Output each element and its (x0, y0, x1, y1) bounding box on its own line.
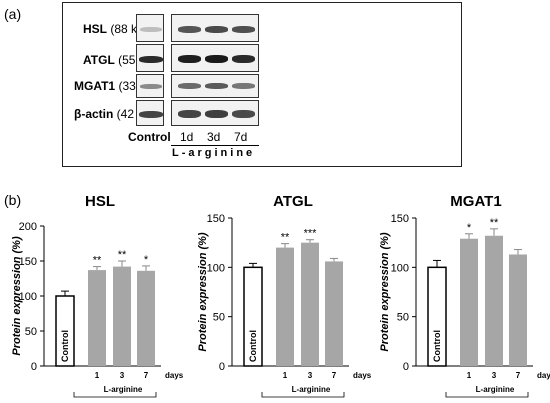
group-label-atgl: L-arginine (292, 385, 331, 394)
bar-mgat1-1 (460, 238, 478, 366)
group-bracket-mgat1 (445, 392, 529, 398)
chart-title-hsl: HSL (85, 193, 115, 210)
category-label-hsl-3: 3 (120, 371, 125, 380)
bar-hsl-3 (113, 266, 131, 366)
chart-title-mgat1: MGAT1 (450, 193, 501, 210)
y-tick-label-mgat1-150: 150 (391, 213, 409, 225)
category-label-hsl-7: 7 (144, 371, 149, 380)
blot-treated-hsl (171, 14, 259, 42)
group-label-mgat1: L-arginine (476, 385, 515, 394)
significance-atgl-3: *** (304, 228, 318, 240)
y-tick-label-mgat1-0: 0 (403, 361, 409, 373)
category-label-atgl-1: 1 (283, 371, 288, 380)
lane-label-1d: 1d (180, 130, 194, 144)
significance-mgat1-3: ** (490, 217, 499, 229)
category-label-hsl-control: Control (60, 330, 70, 362)
lane-label-control: Control (128, 130, 171, 144)
blot-treated-atgl (171, 44, 259, 72)
y-tick-label-hsl-100: 100 (19, 291, 37, 303)
bar-hsl-1 (88, 270, 106, 366)
category-label-mgat1-3: 3 (492, 371, 497, 380)
group-bracket-atgl (261, 392, 345, 398)
chart-title-atgl: ATGL (273, 193, 313, 210)
category-label-atgl-7: 7 (332, 371, 337, 380)
lane-label-7d: 7d (234, 130, 248, 144)
blot-treated-mgat1 (171, 74, 259, 98)
y-tick-label-hsl-200: 200 (19, 221, 37, 233)
bar-mgat1-7 (509, 254, 527, 366)
y-axis-label-hsl: Protein expression (%) (11, 236, 23, 356)
y-tick-label-mgat1-100: 100 (391, 262, 409, 274)
category-label-mgat1-1: 1 (467, 371, 472, 380)
y-tick-label-hsl-150: 150 (19, 256, 37, 268)
y-axis-label-mgat1: Protein expression (%) (379, 232, 391, 352)
x-unit-atgl: days (353, 371, 372, 380)
bar-atgl-3 (301, 242, 319, 366)
blot-control-mgat1 (136, 74, 164, 98)
bar-atgl-1 (276, 247, 294, 366)
treatment-label: L-arginine (172, 147, 256, 159)
blot-treated-beta-actin (171, 100, 259, 126)
group-bracket-hsl (73, 392, 157, 398)
significance-mgat1-1: * (467, 222, 472, 234)
panel-b-label: (b) (4, 192, 22, 208)
significance-hsl-7: * (144, 254, 149, 266)
x-unit-mgat1: days (537, 371, 550, 380)
y-tick-label-hsl-50: 50 (25, 326, 37, 338)
category-label-hsl-1: 1 (95, 371, 100, 380)
blot-control-hsl (136, 14, 164, 42)
y-tick-label-atgl-50: 50 (213, 312, 225, 324)
category-label-atgl-control: Control (248, 330, 258, 362)
bar-atgl-7 (325, 261, 343, 366)
x-unit-hsl: days (165, 371, 184, 380)
significance-hsl-3: ** (118, 249, 127, 261)
y-axis-label-atgl: Protein expression (%) (197, 232, 209, 352)
lane-label-3d: 3d (207, 130, 221, 144)
y-tick-label-mgat1-50: 50 (397, 312, 409, 324)
bar-mgat1-3 (485, 235, 503, 366)
y-tick-label-atgl-100: 100 (207, 262, 225, 274)
panel-a-label: (a) (4, 6, 22, 22)
blot-control-beta-actin (136, 100, 164, 126)
y-tick-label-atgl-0: 0 (219, 361, 225, 373)
y-tick-label-atgl-150: 150 (207, 213, 225, 225)
group-label-hsl: L-arginine (104, 385, 143, 394)
treatment-bracket-line (171, 145, 259, 146)
category-label-mgat1-control: Control (432, 330, 442, 362)
category-label-mgat1-7: 7 (516, 371, 521, 380)
bar-hsl-7 (137, 270, 155, 366)
y-tick-label-hsl-0: 0 (31, 361, 37, 373)
significance-atgl-1: ** (281, 232, 290, 244)
significance-hsl-1: ** (93, 255, 102, 267)
blot-control-atgl (136, 44, 164, 72)
category-label-atgl-3: 3 (308, 371, 313, 380)
western-blot-panel (62, 2, 462, 167)
